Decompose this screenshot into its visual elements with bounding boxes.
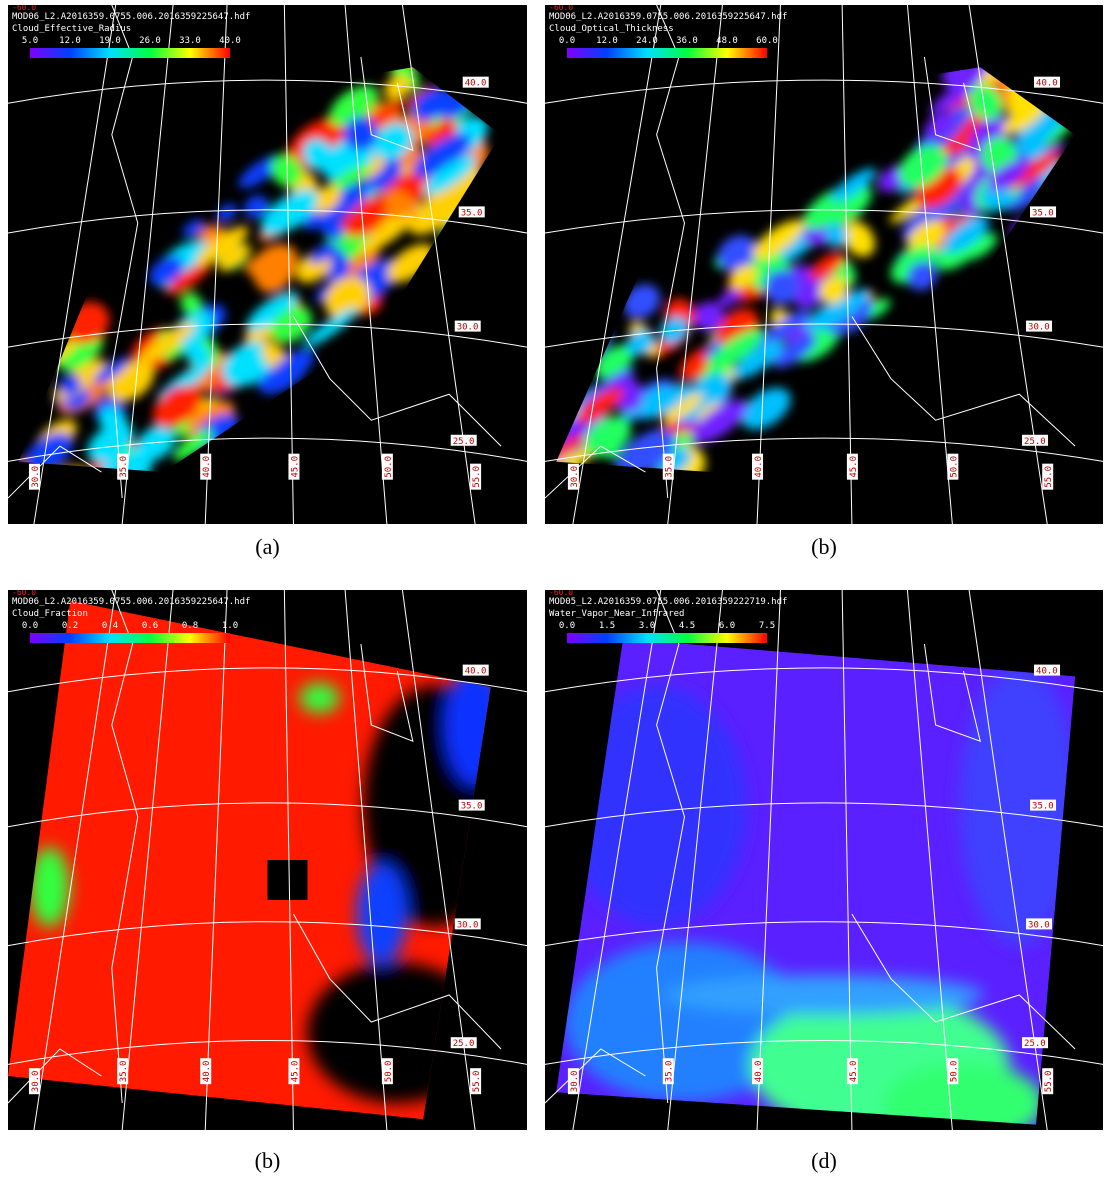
variable-name: Water_Vapor_Near_Infrared: [549, 609, 684, 619]
longitude-label: 35.0: [665, 456, 675, 478]
variable-name: Cloud_Fraction: [12, 609, 88, 619]
colorbar-tick-label: 60.0: [756, 36, 778, 46]
corner-label: -60.0: [12, 590, 36, 597]
latitude-label: 25.0: [453, 437, 475, 447]
latitude-label: 40.0: [465, 79, 487, 89]
figure: -60.0MOD06_L2.A2016359.0755.006.20163592…: [0, 0, 1107, 1189]
longitude-label: 55.0: [1044, 1071, 1054, 1093]
longitude-label: 35.0: [665, 1061, 675, 1083]
caption: (a): [208, 534, 328, 560]
colorbar-tick-label: 1.0: [222, 621, 238, 631]
longitude-label: 35.0: [119, 1061, 129, 1083]
longitude-label: 55.0: [472, 466, 482, 488]
latitude-label: 40.0: [465, 667, 487, 677]
colorbar-tick-label: 7.5: [759, 621, 775, 631]
colorbar-tick-label: 0.6: [142, 621, 158, 631]
latitude-label: 35.0: [461, 802, 483, 812]
gap: [299, 683, 339, 713]
colorbar-tick-label: 12.0: [59, 36, 81, 46]
longitude-label: 50.0: [384, 456, 394, 478]
longitude-label: 45.0: [290, 1061, 300, 1083]
corner-label: -60.0: [12, 5, 36, 12]
colorbar: [567, 633, 767, 643]
longitude-label: 30.0: [31, 466, 41, 488]
longitude-label: 50.0: [384, 1061, 394, 1083]
longitude-label: 55.0: [1044, 466, 1054, 488]
colorbar-tick-label: 48.0: [716, 36, 738, 46]
latitude-label: 35.0: [1032, 802, 1054, 812]
longitude-label: 40.0: [202, 1061, 212, 1083]
colorbar-tick-label: 33.0: [179, 36, 201, 46]
file-name: MOD06_L2.A2016359.0755.006.2016359225647…: [12, 597, 250, 607]
satellite-image: -60.0MOD06_L2.A2016359.0755.006.20163592…: [8, 590, 527, 1130]
longitude-label: 45.0: [849, 456, 859, 478]
satellite-image: -60.0MOD05_L2.A2016359.0755.006.20163592…: [545, 590, 1103, 1130]
caption: (b): [764, 534, 884, 560]
vapor-blob: [664, 975, 984, 1015]
caption: (b): [208, 1148, 328, 1174]
colorbar-tick-label: 4.5: [679, 621, 695, 631]
latitude-label: 40.0: [1036, 667, 1058, 677]
colorbar-tick-label: 6.0: [719, 621, 735, 631]
colorbar-tick-label: 12.0: [596, 36, 618, 46]
colorbar-tick-label: 0.8: [182, 621, 198, 631]
colorbar-tick-label: 19.0: [99, 36, 121, 46]
longitude-label: 45.0: [849, 1061, 859, 1083]
colorbar-tick-label: 40.0: [219, 36, 241, 46]
colorbar-tick-label: 5.0: [22, 36, 38, 46]
latitude-label: 25.0: [453, 1039, 475, 1049]
colorbar-tick-label: 3.0: [639, 621, 655, 631]
panel: -60.0MOD06_L2.A2016359.0755.006.20163592…: [8, 590, 527, 1130]
file-name: MOD05_L2.A2016359.0755.006.2016359222719…: [549, 597, 787, 607]
colorbar-tick-label: 0.2: [62, 621, 78, 631]
satellite-image: -60.0MOD06_L2.A2016359.0755.006.20163592…: [545, 5, 1103, 524]
latitude-label: 30.0: [1028, 920, 1050, 930]
longitude-label: 40.0: [202, 456, 212, 478]
colorbar-tick-label: 0.0: [559, 36, 575, 46]
longitude-label: 30.0: [31, 1071, 41, 1093]
longitude-label: 40.0: [754, 456, 764, 478]
latitude-label: 30.0: [457, 920, 479, 930]
latitude-label: 25.0: [1024, 1039, 1046, 1049]
colorbar: [567, 48, 767, 58]
gap: [357, 864, 407, 964]
colorbar-tick-label: 1.5: [599, 621, 615, 631]
colorbar-tick-label: 36.0: [676, 36, 698, 46]
latitude-label: 25.0: [1024, 437, 1046, 447]
latitude-label: 40.0: [1036, 79, 1058, 89]
colorbar: [30, 48, 230, 58]
variable-name: Cloud_Optical_Thickness: [549, 24, 674, 34]
longitude-label: 35.0: [119, 456, 129, 478]
longitude-label: 30.0: [570, 1071, 580, 1093]
latitude-label: 30.0: [457, 323, 479, 333]
caption: (d): [764, 1148, 884, 1174]
latitude-label: 35.0: [461, 208, 483, 218]
longitude-label: 40.0: [754, 1061, 764, 1083]
colorbar: [30, 633, 230, 643]
missing: [268, 860, 308, 900]
corner-label: -60.0: [549, 5, 573, 12]
corner-label: -60.0: [549, 590, 573, 597]
colorbar-tick-label: 24.0: [636, 36, 658, 46]
longitude-label: 30.0: [570, 466, 580, 488]
variable-name: Cloud_Effective_Radius: [12, 24, 131, 34]
latitude-label: 35.0: [1032, 208, 1054, 218]
colorbar-tick-label: 0.4: [102, 621, 118, 631]
colorbar-tick-label: 0.0: [559, 621, 575, 631]
longitude-label: 45.0: [290, 456, 300, 478]
colorbar-tick-label: 0.0: [22, 621, 38, 631]
longitude-label: 55.0: [472, 1071, 482, 1093]
file-name: MOD06_L2.A2016359.0755.006.2016359225647…: [549, 12, 787, 22]
colorbar-tick-label: 26.0: [139, 36, 161, 46]
longitude-label: 50.0: [949, 1061, 959, 1083]
file-name: MOD06_L2.A2016359.0755.006.2016359225647…: [12, 12, 250, 22]
satellite-image: -60.0MOD06_L2.A2016359.0755.006.20163592…: [8, 5, 527, 524]
longitude-label: 50.0: [949, 456, 959, 478]
latitude-label: 30.0: [1028, 323, 1050, 333]
panel: -60.0MOD06_L2.A2016359.0755.006.20163592…: [545, 5, 1103, 524]
